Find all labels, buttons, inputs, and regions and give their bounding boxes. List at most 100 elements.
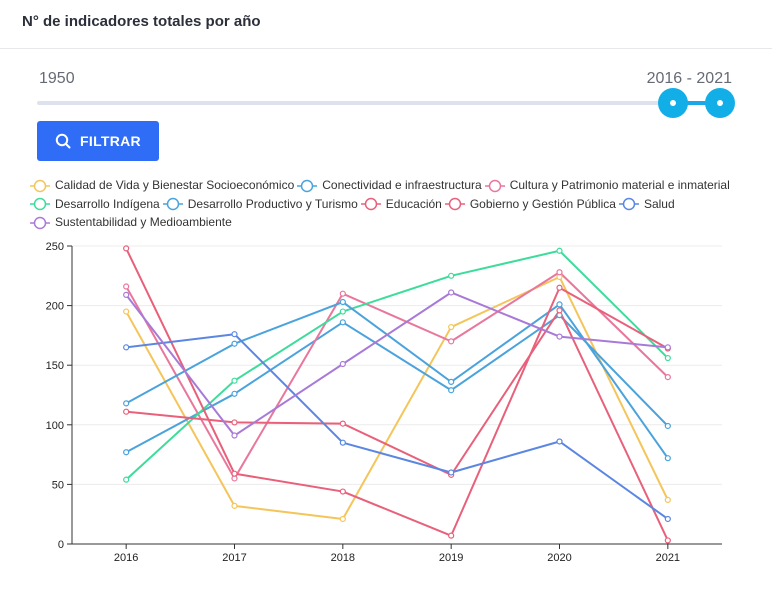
data-point[interactable] <box>556 301 563 308</box>
data-point[interactable] <box>339 308 346 315</box>
data-point[interactable] <box>339 515 346 523</box>
legend-label: Desarrollo Indígena <box>55 196 160 211</box>
slider-handle-min[interactable] <box>658 88 688 118</box>
data-point[interactable] <box>123 449 130 456</box>
data-point[interactable] <box>339 290 346 297</box>
data-point[interactable] <box>339 360 346 368</box>
legend-marker <box>30 197 50 211</box>
series-line <box>125 247 669 537</box>
data-point[interactable] <box>664 496 671 503</box>
data-point[interactable] <box>339 319 346 326</box>
legend-label: Educación <box>385 196 442 211</box>
data-point[interactable] <box>231 419 238 426</box>
data-point[interactable] <box>664 344 671 351</box>
x-tick-label: 2020 <box>547 552 571 564</box>
data-point[interactable] <box>123 344 130 351</box>
legend-item[interactable]: Educación <box>360 196 442 212</box>
legend-item[interactable]: Gobierno y Gestión Pública <box>444 196 616 212</box>
y-tick-label: 250 <box>46 241 64 253</box>
data-point[interactable] <box>664 422 671 430</box>
page-header: N° de indicadores totales por año <box>0 0 772 49</box>
data-point[interactable] <box>339 298 346 306</box>
data-point[interactable] <box>231 340 238 347</box>
y-tick-label: 0 <box>58 539 64 551</box>
legend-marker <box>30 179 50 192</box>
data-point[interactable] <box>664 515 671 523</box>
data-point[interactable] <box>664 537 671 544</box>
data-point[interactable] <box>231 470 238 477</box>
data-point[interactable] <box>448 289 455 296</box>
data-point[interactable] <box>231 390 238 397</box>
data-point[interactable] <box>231 432 238 439</box>
page-title: N° de indicadores totales por año <box>22 13 261 30</box>
x-tick-label: 2016 <box>114 552 138 564</box>
line-chart: 0 50 100 150 200 250 2016 2017 2018 2019 2020 2021 <box>46 241 722 564</box>
data-point[interactable] <box>448 387 455 394</box>
legend-label: Gobierno y Gestión Pública <box>469 196 616 211</box>
x-tick-label: 2019 <box>439 552 463 564</box>
series-line <box>125 301 669 459</box>
legend-item[interactable]: Conectividad e infraestructura <box>297 178 482 193</box>
filter-button[interactable]: FILTRAR <box>37 121 159 161</box>
data-point[interactable] <box>448 378 455 385</box>
legend-marker <box>444 197 465 211</box>
x-tick-label: 2017 <box>222 552 246 564</box>
series-line <box>126 333 669 520</box>
data-point[interactable] <box>448 338 455 345</box>
data-point[interactable] <box>231 502 238 509</box>
data-point[interactable] <box>556 333 563 340</box>
y-tick-label: 150 <box>46 360 64 372</box>
legend-item[interactable]: Desarrollo Indígena <box>30 197 160 212</box>
legend-label: Sustentabilidad y Medioambiente <box>55 215 232 229</box>
legend-label: Conectividad e infraestructura <box>322 178 482 192</box>
data-point[interactable] <box>231 377 238 384</box>
data-point[interactable] <box>123 291 130 298</box>
legend-marker <box>484 179 505 192</box>
data-point[interactable] <box>339 488 346 495</box>
data-point[interactable] <box>123 245 130 252</box>
data-point[interactable] <box>556 284 563 291</box>
legend-item[interactable]: Calidad de Vida y Bienestar Socioeconómi… <box>30 178 294 193</box>
legend-label: Calidad de Vida y Bienestar Socioeconómi… <box>55 178 295 192</box>
series-line <box>126 309 669 541</box>
legend-label: Desarrollo Productivo y Turismo <box>187 196 358 211</box>
x-tick-label: 2021 <box>656 552 680 564</box>
legend-item[interactable]: Desarrollo Productivo y Turismo <box>162 196 358 212</box>
legend-label: Salud <box>643 196 675 211</box>
data-point[interactable] <box>339 439 346 446</box>
data-point[interactable] <box>556 269 563 276</box>
year-range-slider[interactable] <box>37 101 720 105</box>
data-point[interactable] <box>448 323 455 331</box>
range-min-label: 1950 <box>39 70 75 87</box>
data-point[interactable] <box>123 283 130 290</box>
data-point[interactable] <box>123 308 130 315</box>
data-point[interactable] <box>556 247 563 254</box>
chart-legend: Calidad de Vida y Bienestar Socioeconómi… <box>30 178 765 234</box>
slider-selected-range <box>673 101 720 105</box>
data-point[interactable] <box>123 400 130 407</box>
y-tick-label: 100 <box>46 420 64 432</box>
legend-item[interactable]: Salud <box>618 196 675 212</box>
data-point[interactable] <box>664 354 671 362</box>
series-line <box>125 291 668 437</box>
data-point[interactable] <box>123 408 130 415</box>
data-point[interactable] <box>448 272 455 279</box>
series-line <box>125 275 669 520</box>
data-point[interactable] <box>448 469 455 476</box>
data-point[interactable] <box>231 331 238 338</box>
search-icon <box>55 133 71 149</box>
slider-handle-max[interactable] <box>705 88 735 118</box>
data-point[interactable] <box>556 438 563 445</box>
range-selected-label: 2016 - 2021 <box>646 70 732 87</box>
data-point[interactable] <box>339 420 346 427</box>
legend-label: Cultura y Patrimonio material e inmateri… <box>509 178 730 192</box>
legend-item[interactable]: Cultura y Patrimonio material e inmateri… <box>484 178 730 193</box>
data-point[interactable] <box>556 307 563 314</box>
data-point[interactable] <box>664 374 671 381</box>
data-point[interactable] <box>664 455 671 462</box>
data-point[interactable] <box>448 532 455 539</box>
legend-marker <box>360 197 381 211</box>
legend-item[interactable]: Sustentabilidad y Medioambiente <box>30 215 232 230</box>
data-point[interactable] <box>123 476 130 483</box>
legend-marker <box>618 197 639 211</box>
